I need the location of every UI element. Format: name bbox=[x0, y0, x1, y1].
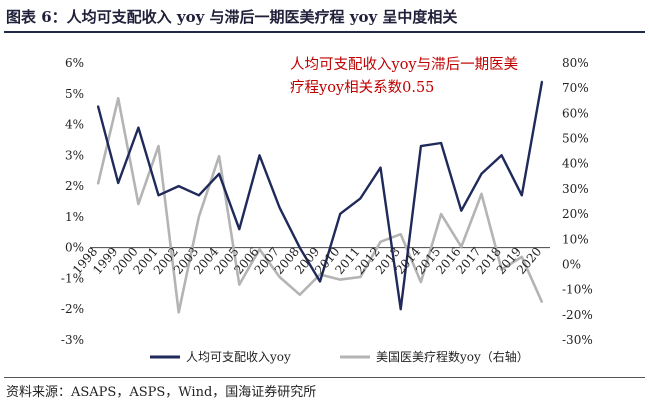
procedures-point bbox=[97, 183, 99, 185]
income-point bbox=[278, 206, 281, 209]
procedures-point bbox=[339, 278, 341, 281]
income-point bbox=[117, 182, 119, 184]
title-divider bbox=[4, 31, 645, 33]
right-axis-tick: -20% bbox=[562, 308, 593, 322]
income-point bbox=[258, 154, 261, 157]
left-axis-tick: -3% bbox=[61, 333, 84, 347]
income-point bbox=[440, 142, 442, 144]
income-point bbox=[319, 280, 321, 283]
legend-label-income: 人均可支配收入yoy bbox=[186, 350, 291, 364]
right-axis-tick: 10% bbox=[562, 232, 589, 246]
income-point bbox=[399, 308, 402, 311]
income-point bbox=[218, 173, 220, 175]
annotation-line-2: 疗程yoy相关系数0.55 bbox=[290, 79, 434, 96]
procedures-point bbox=[278, 276, 281, 278]
left-axis-tick: 5% bbox=[65, 87, 84, 101]
right-axis-tick: -10% bbox=[562, 283, 593, 297]
income-point bbox=[480, 173, 483, 175]
procedures-point bbox=[359, 276, 362, 278]
income-point bbox=[137, 126, 140, 129]
annotation-line-1: 人均可支配收入yoy与滞后一期医美 bbox=[290, 56, 518, 73]
procedures-point bbox=[177, 311, 180, 314]
procedures-point bbox=[117, 97, 119, 100]
left-axis-tick: 4% bbox=[65, 118, 84, 132]
left-axis-tick: -2% bbox=[61, 302, 84, 316]
right-axis-tick: 70% bbox=[562, 81, 589, 95]
income-point bbox=[157, 194, 160, 197]
chart-title: 图表 6：人均可支配收入 yoy 与滞后一期医美疗程 yoy 呈中度相关 bbox=[6, 8, 458, 26]
left-axis-tick: -1% bbox=[61, 271, 84, 285]
source-divider bbox=[4, 377, 645, 378]
procedures-point bbox=[399, 233, 402, 236]
income-point bbox=[500, 154, 503, 157]
right-axis-tick: 20% bbox=[562, 207, 589, 221]
income-point bbox=[379, 166, 382, 169]
procedures-point bbox=[319, 273, 321, 276]
right-axis-tick: 30% bbox=[562, 182, 589, 196]
legend-label-procedures: 美国医美疗程数yoy（右轴） bbox=[376, 349, 529, 364]
right-axis-tick: -30% bbox=[562, 333, 593, 347]
procedures-point bbox=[521, 256, 523, 258]
right-axis-tick: 0% bbox=[562, 257, 581, 271]
income-point bbox=[460, 209, 463, 212]
left-axis-tick: 1% bbox=[65, 210, 84, 224]
income-point bbox=[97, 105, 99, 107]
procedures-point bbox=[500, 268, 503, 271]
left-axis-tick: 0% bbox=[65, 241, 84, 255]
income-point bbox=[541, 80, 543, 83]
procedures-point bbox=[198, 215, 200, 218]
source-note: 资料来源：ASAPS，ASPS，Wind，国海证券研究所 bbox=[6, 385, 317, 400]
procedures-point bbox=[238, 283, 241, 286]
income-point bbox=[420, 145, 422, 147]
income-point bbox=[339, 213, 341, 215]
income-point bbox=[521, 194, 523, 197]
procedures-point bbox=[440, 213, 442, 215]
procedures-point bbox=[258, 248, 261, 251]
procedures-point bbox=[480, 193, 483, 195]
procedures-point bbox=[299, 293, 301, 296]
procedures-point bbox=[218, 155, 220, 157]
income-point bbox=[299, 246, 301, 249]
procedures-point bbox=[420, 281, 422, 283]
right-axis-tick: 40% bbox=[562, 157, 589, 171]
procedures-point bbox=[379, 240, 382, 243]
left-axis-tick: 2% bbox=[65, 179, 84, 193]
procedures-point bbox=[157, 145, 160, 147]
right-axis-tick: 80% bbox=[562, 56, 589, 70]
left-axis-tick: 6% bbox=[65, 56, 84, 70]
procedures-point bbox=[541, 301, 543, 304]
right-axis-tick: 50% bbox=[562, 132, 589, 146]
income-point bbox=[359, 197, 362, 200]
legend: 人均可支配收入yoy 美国医美疗程数yoy（右轴） bbox=[150, 349, 529, 364]
income-point bbox=[177, 185, 180, 187]
procedures-point bbox=[137, 203, 140, 205]
procedures-point bbox=[460, 246, 463, 248]
income-point bbox=[198, 194, 200, 197]
left-axis-tick: 3% bbox=[65, 148, 84, 162]
income-point bbox=[238, 228, 241, 230]
right-axis-tick: 60% bbox=[562, 106, 589, 120]
